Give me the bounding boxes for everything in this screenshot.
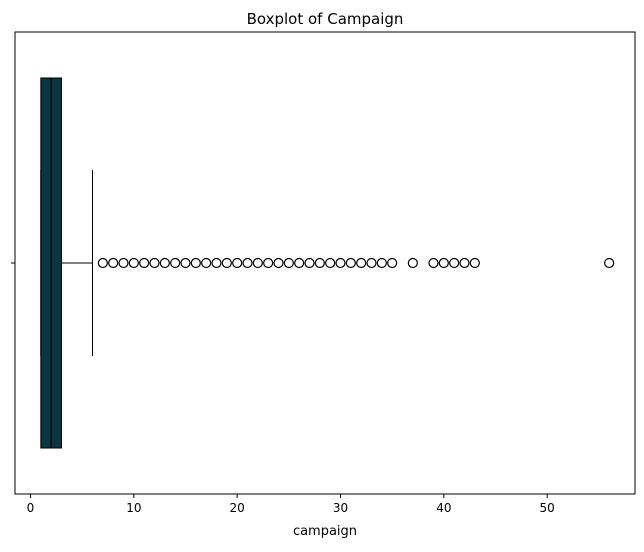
outlier-point <box>263 257 274 269</box>
x-tick-label: 40 <box>436 501 451 515</box>
outlier-point <box>170 257 181 269</box>
x-axis-label: campaign <box>293 524 357 539</box>
x-tick-label: 20 <box>230 501 245 515</box>
outlier-point <box>283 257 294 269</box>
outlier-point <box>459 257 470 269</box>
outlier-point <box>273 257 284 269</box>
outlier-point <box>294 257 305 269</box>
outlier-point <box>242 257 253 269</box>
outlier-point <box>108 257 119 269</box>
outlier-point <box>118 257 129 269</box>
outlier-point <box>201 257 212 269</box>
outlier-point <box>211 257 222 269</box>
outlier-point <box>128 257 139 269</box>
outlier-point <box>252 257 263 269</box>
outlier-point <box>159 257 170 269</box>
outlier-point <box>180 257 191 269</box>
x-axis-ticks: 0 10 20 30 40 50 <box>27 494 555 515</box>
outlier-point <box>139 257 150 269</box>
outlier-point <box>604 257 615 269</box>
outlier-point <box>232 257 243 269</box>
box-group <box>40 77 93 449</box>
x-tick-label: 10 <box>126 501 141 515</box>
outlier-point <box>407 257 418 269</box>
outlier-point <box>325 257 336 269</box>
outlier-point <box>314 257 325 269</box>
x-tick-label: 50 <box>540 501 555 515</box>
outlier-point <box>149 257 160 269</box>
outlier-point <box>221 257 232 269</box>
outlier-point <box>366 257 377 269</box>
outlier-point <box>449 257 460 269</box>
outlier-point <box>190 257 201 269</box>
outlier-point <box>345 257 356 269</box>
outlier-point <box>428 257 439 269</box>
outlier-point <box>469 257 480 269</box>
outlier-group <box>97 257 615 269</box>
x-tick-label: 30 <box>333 501 348 515</box>
outlier-point <box>97 257 108 269</box>
outlier-point <box>376 257 387 269</box>
outlier-point <box>356 257 367 269</box>
outlier-point <box>438 257 449 269</box>
outlier-point <box>387 257 398 269</box>
x-tick-label: 0 <box>27 501 35 515</box>
chart-title: Boxplot of Campaign <box>247 10 404 28</box>
outlier-point <box>335 257 346 269</box>
outlier-point <box>304 257 315 269</box>
plot-area-frame <box>14 31 636 495</box>
